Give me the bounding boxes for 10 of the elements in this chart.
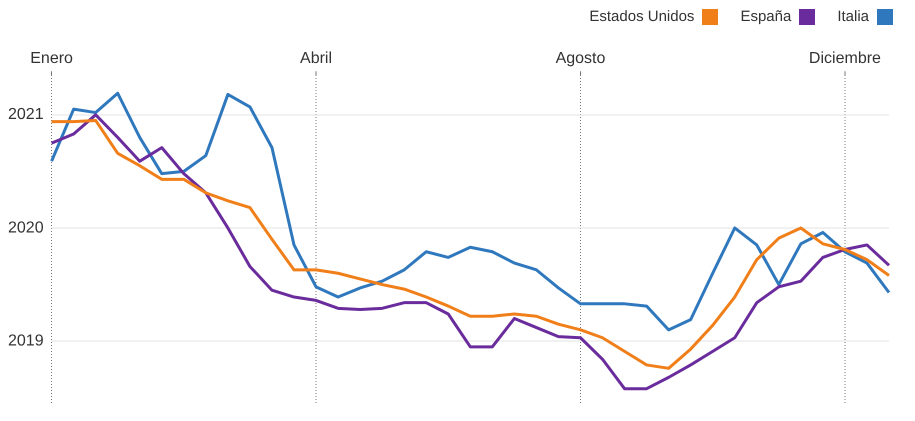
- legend-label: Italia: [837, 8, 869, 25]
- x-tick-label: Abril: [300, 50, 332, 68]
- y-tick-label: 2020: [8, 219, 44, 236]
- y-tick-label: 2019: [8, 332, 44, 350]
- legend-label: Estados Unidos: [589, 8, 694, 25]
- legend-label: España: [740, 8, 792, 25]
- x-tick-label: Agosto: [556, 50, 606, 68]
- x-tick-label: Enero: [30, 50, 74, 68]
- x-tick-label: Diciembre: [808, 50, 882, 68]
- y-tick-label: 2021: [8, 106, 44, 124]
